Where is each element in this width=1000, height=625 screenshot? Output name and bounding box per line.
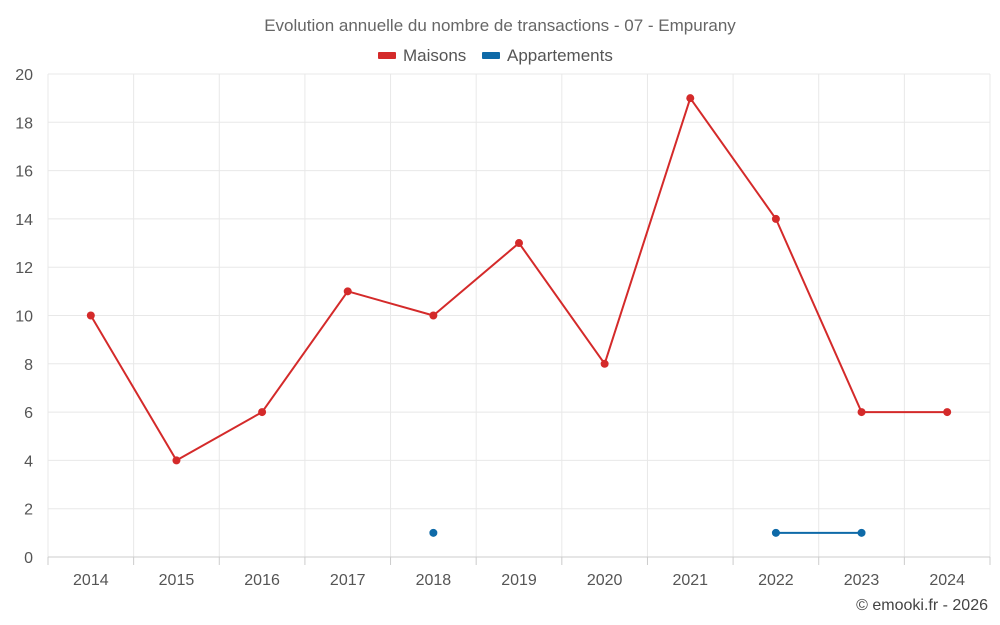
y-tick-label: 4 [24,453,33,470]
legend-item-appartements[interactable]: Appartements [482,46,613,65]
x-tick-label: 2023 [844,572,880,589]
data-point-appartements[interactable] [771,528,780,537]
y-tick-label: 14 [15,212,33,229]
data-point-maisons[interactable] [943,408,952,417]
x-tick-label: 2024 [929,572,965,589]
data-point-maisons[interactable] [343,287,352,296]
y-tick-label: 6 [24,405,33,422]
legend: Maisons Appartements [378,46,613,65]
x-tick-label: 2014 [73,572,109,589]
legend-label-maisons: Maisons [403,46,466,65]
legend-swatch-appartements [482,52,500,59]
data-point-maisons[interactable] [857,408,866,417]
x-tick-label: 2021 [672,572,708,589]
data-point-maisons[interactable] [258,408,267,417]
x-axis-ticks: 2014 2015 2016 2017 2018 2019 2020 2021 2022 2023… [73,572,965,589]
data-point-maisons[interactable] [771,214,780,223]
y-tick-label: 0 [24,550,33,567]
y-tick-label: 16 [15,164,33,181]
data-point-maisons[interactable] [172,456,181,465]
data-point-maisons[interactable] [86,311,95,320]
y-tick-label: 2 [24,502,33,519]
y-tick-label: 18 [15,115,33,132]
x-tick-label: 2017 [330,572,366,589]
x-tick-label: 2019 [501,572,537,589]
data-point-maisons[interactable] [686,94,695,103]
data-point-maisons[interactable] [600,359,609,368]
x-tick-label: 2020 [587,572,623,589]
legend-label-appartements: Appartements [507,46,613,65]
data-point-maisons[interactable] [515,239,523,248]
legend-swatch-maisons [378,52,396,59]
x-tick-label: 2022 [758,572,794,589]
grid [47,73,991,565]
x-tick-label: 2015 [159,572,195,589]
y-tick-label: 20 [15,67,33,84]
credit-text: © emooki.fr - 2026 [856,597,988,614]
y-tick-label: 10 [15,309,33,326]
data-point-appartements[interactable] [857,528,866,537]
x-tick-label: 2016 [244,572,280,589]
y-tick-label: 12 [15,260,33,277]
data-point-appartements[interactable] [429,528,438,537]
y-axis-ticks: 0 2 4 6 8 10 12 14 16 18 20 [15,67,33,567]
series-layer [86,94,952,537]
legend-item-maisons[interactable]: Maisons [378,46,466,65]
data-point-maisons[interactable] [429,311,438,320]
x-tick-label: 2018 [416,572,452,589]
chart-title: Evolution annuelle du nombre de transact… [264,16,736,35]
y-tick-label: 8 [24,357,33,374]
